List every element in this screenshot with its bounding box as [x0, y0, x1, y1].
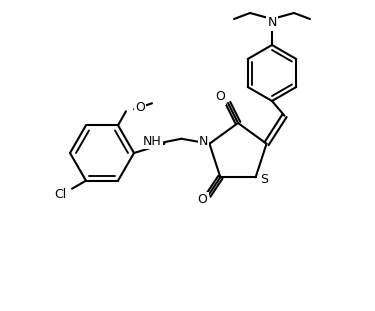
Text: O: O	[215, 91, 225, 104]
Text: N: N	[199, 135, 208, 148]
Text: O: O	[197, 193, 207, 206]
Text: N: N	[267, 16, 277, 30]
Text: S: S	[260, 173, 268, 186]
Text: Cl: Cl	[54, 188, 66, 201]
Text: NH: NH	[143, 135, 162, 148]
Text: O: O	[135, 101, 145, 114]
